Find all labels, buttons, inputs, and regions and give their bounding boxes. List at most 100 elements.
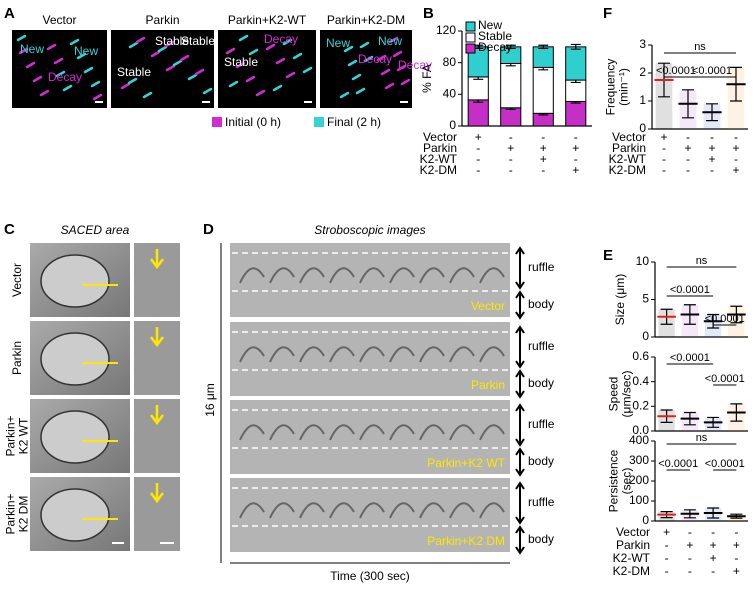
- condition-mark: -: [476, 141, 480, 155]
- condition-mark: -: [662, 163, 666, 177]
- fa-streak: [235, 61, 246, 69]
- condition-mark: -: [574, 152, 578, 166]
- image-title: Parkin: [145, 13, 179, 27]
- ruffle-wave: [239, 502, 265, 519]
- fa-streak: [142, 91, 153, 99]
- condition-mark: -: [686, 152, 690, 166]
- ruffle-wave: [449, 267, 475, 284]
- panel-title: SACED area: [61, 223, 130, 237]
- fa-streak: [90, 80, 101, 88]
- condition-name: Parkin: [616, 538, 650, 552]
- fa-streak: [285, 71, 296, 79]
- y-tick-label: 0.2: [632, 399, 649, 413]
- fa-streak: [275, 57, 286, 65]
- row-label: K2 WT: [17, 417, 31, 454]
- fa-streak: [363, 55, 374, 63]
- ruffle-wave: [299, 424, 325, 441]
- image-label: Decay: [48, 70, 82, 84]
- cell-shape: [40, 254, 110, 308]
- kymograph: [230, 478, 510, 552]
- fa-streak: [282, 38, 293, 46]
- micrograph: [218, 30, 316, 108]
- p-value: <0.0001: [658, 458, 698, 470]
- ruffle-wave: [359, 502, 385, 519]
- fa-streak: [292, 52, 303, 60]
- condition-mark: -: [541, 163, 545, 177]
- fa-streak: [202, 87, 213, 95]
- ruffle-wave: [299, 346, 325, 363]
- bar-segment: [565, 46, 587, 81]
- fa-streak: [388, 36, 399, 44]
- legend-label: Initial (0 h): [225, 115, 281, 129]
- y-axis-label: Persistence: [607, 449, 621, 512]
- condition-mark: +: [572, 141, 579, 155]
- image-label: Decay: [398, 58, 432, 72]
- condition-mark: +: [572, 163, 579, 177]
- panel-letter: D: [203, 221, 214, 238]
- arrow: [150, 405, 164, 426]
- fa-streak: [128, 41, 139, 49]
- ruffle-wave: [389, 502, 415, 519]
- fa-streak: [347, 59, 358, 67]
- cell-shape: [40, 332, 110, 386]
- fa-streak: [343, 45, 354, 53]
- fa-streak: [238, 34, 249, 42]
- fa-streak: [120, 82, 131, 90]
- legend-swatch: [465, 43, 476, 54]
- bar-segment: [500, 107, 522, 127]
- condition-name: Vector: [616, 525, 650, 539]
- error-bar: [505, 44, 516, 50]
- p-value: <0.0001: [670, 352, 710, 364]
- y-tick-label: 200: [629, 473, 649, 487]
- p-value: <0.0001: [705, 313, 745, 325]
- legend-swatch: [465, 32, 476, 43]
- condition-mark: -: [541, 130, 545, 144]
- y-tick-label: 0: [642, 329, 649, 343]
- fa-streak: [69, 38, 80, 46]
- legend-label: Stable: [478, 29, 512, 43]
- condition-mark: -: [574, 130, 578, 144]
- fa-streak: [272, 84, 283, 92]
- condition-mark: -: [662, 152, 666, 166]
- p-value: ns: [696, 432, 708, 444]
- fa-streak: [400, 78, 411, 86]
- condition-mark: -: [688, 564, 692, 578]
- image-label: Stable: [117, 65, 151, 79]
- y-axis-label: Speed: [607, 377, 621, 412]
- panel-letter: A: [4, 5, 15, 22]
- zone-label: ruffle: [528, 495, 555, 509]
- condition-mark: +: [733, 538, 740, 552]
- fa-streak: [225, 47, 236, 55]
- zone-label: ruffle: [528, 260, 555, 274]
- condition-mark: +: [710, 538, 717, 552]
- fa-streak: [127, 77, 138, 85]
- ruffle-wave: [269, 502, 295, 519]
- image-title: Vector: [42, 13, 76, 27]
- y-tick-label: 0: [642, 513, 649, 527]
- fa-streak: [179, 54, 190, 62]
- ruffle-wave: [269, 346, 295, 363]
- fa-streak: [172, 59, 183, 67]
- y-tick-label: 0.6: [632, 349, 649, 363]
- image-label: Stable: [224, 55, 258, 69]
- zone-label: body: [528, 454, 554, 468]
- condition-name: Vector: [423, 130, 457, 144]
- fa-streak: [228, 80, 239, 88]
- condition-mark: +: [732, 141, 739, 155]
- condition-mark: -: [509, 130, 513, 144]
- y-tick-label: 1: [639, 93, 646, 107]
- double-arrow: [515, 525, 525, 555]
- panel-title: Stroboscopic images: [314, 223, 425, 237]
- kymograph: [230, 400, 510, 474]
- y-tick-label: 40: [443, 87, 457, 101]
- condition-name: Vector: [612, 130, 646, 144]
- condition-mark: -: [711, 525, 715, 539]
- fa-streak: [194, 68, 205, 76]
- double-arrow: [515, 246, 525, 290]
- condition-mark: -: [665, 564, 669, 578]
- row-label: K2 DM: [17, 496, 31, 533]
- image-label: New: [326, 36, 350, 50]
- ruffle-wave: [329, 346, 355, 363]
- y-tick-label: 0.4: [632, 374, 649, 388]
